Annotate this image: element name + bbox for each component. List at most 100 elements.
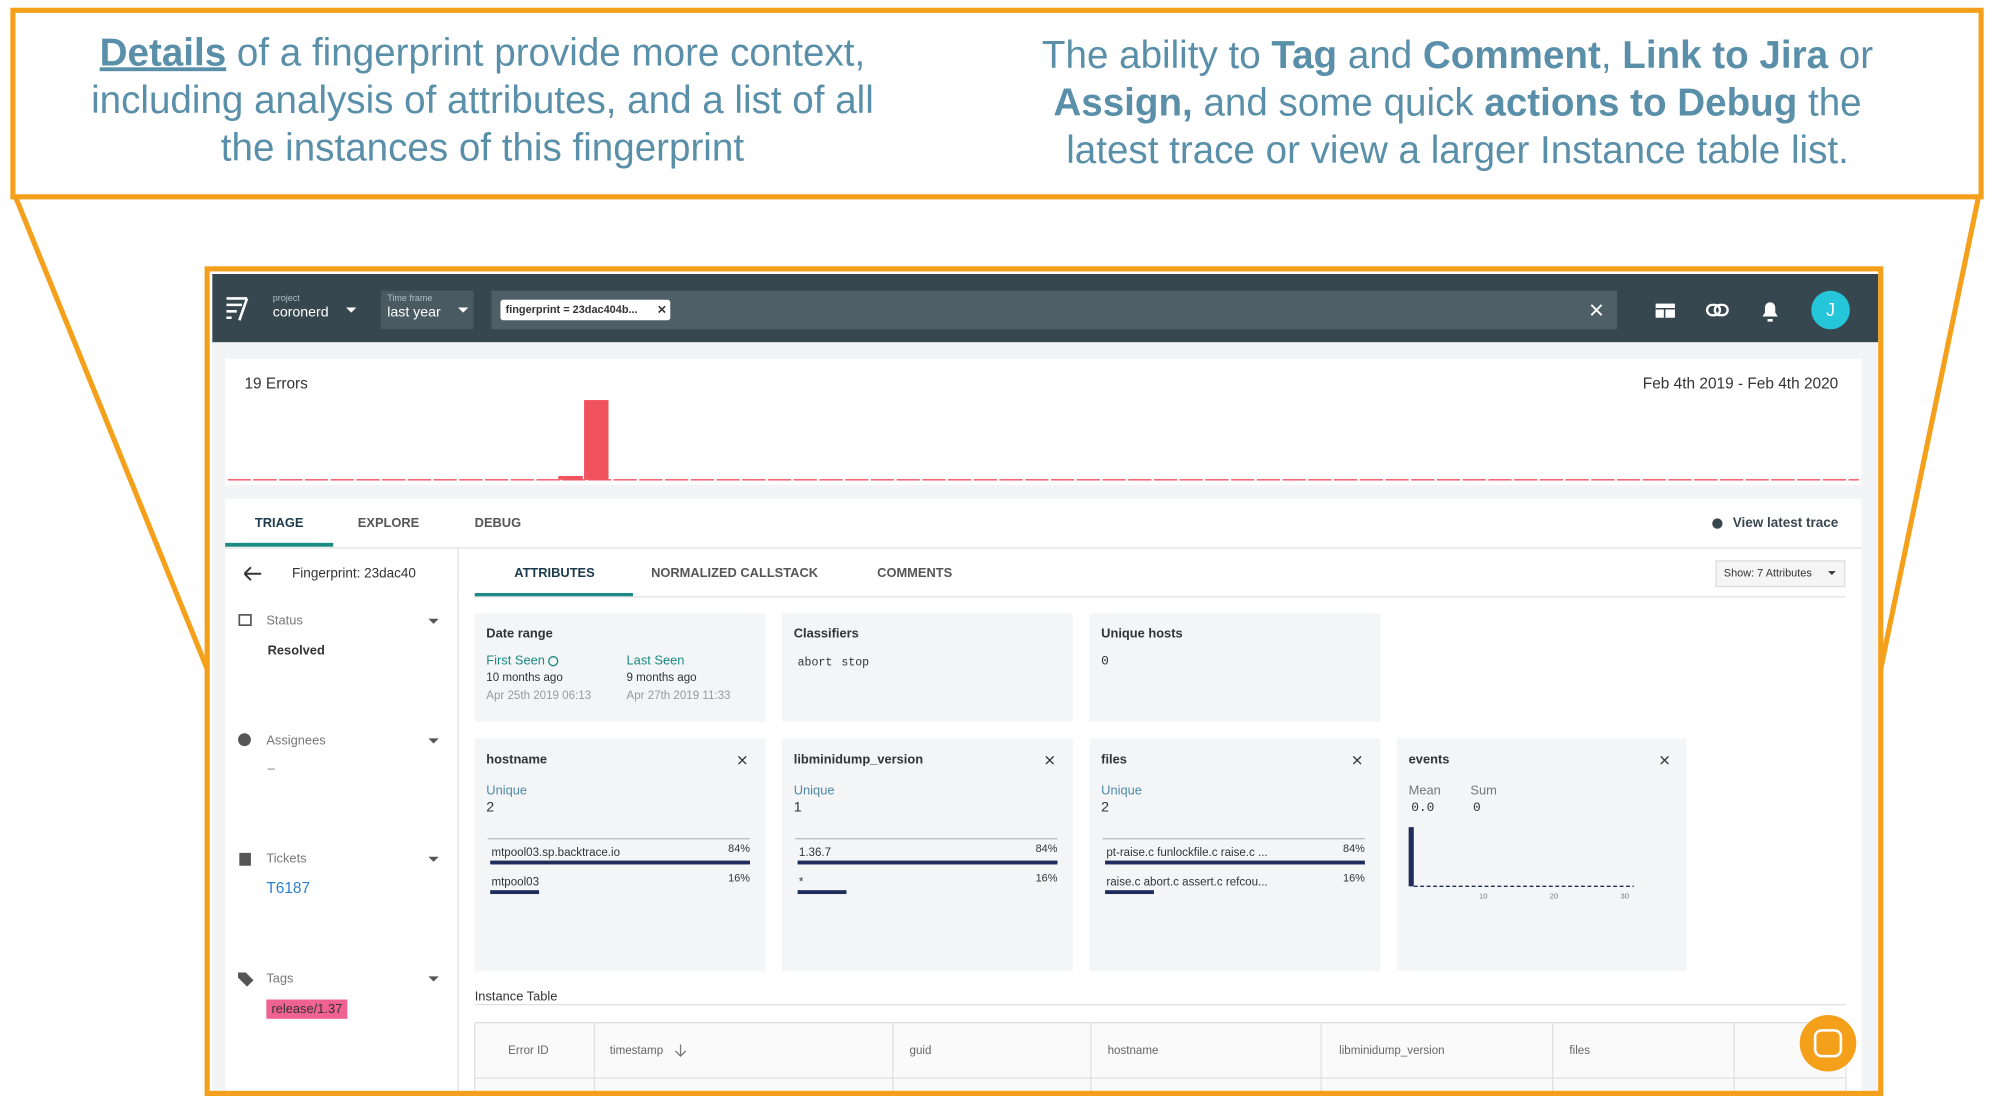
card xyxy=(782,613,1073,722)
card-title: hostname xyxy=(486,752,547,767)
chip-close[interactable] xyxy=(658,305,666,314)
callout-line xyxy=(1878,196,1982,670)
ticket-link[interactable]: T6187 xyxy=(266,880,310,897)
card-title: files xyxy=(1101,752,1127,767)
status-caret[interactable] xyxy=(428,618,439,624)
status-icon xyxy=(238,614,252,627)
value-bar xyxy=(1105,860,1365,865)
icon-shape xyxy=(1713,303,1729,317)
annotation-text: , xyxy=(1601,34,1622,77)
tags-caret[interactable] xyxy=(428,976,439,982)
tabs: TRIAGE EXPLORE DEBUG xyxy=(255,515,521,530)
card-title: libminidump_version xyxy=(794,752,923,767)
annotation-emphasis: Comment xyxy=(1423,34,1601,77)
annotation-emphasis: actions to Debug xyxy=(1484,82,1797,125)
callout-line xyxy=(13,195,210,670)
value-name: * xyxy=(799,877,804,889)
column-header[interactable]: guid xyxy=(910,1045,932,1057)
filter-input[interactable] xyxy=(491,290,1618,330)
last-seen-relative: 9 months ago xyxy=(627,672,697,684)
tab[interactable]: EXPLORE xyxy=(358,515,420,530)
timeframe-select[interactable] xyxy=(380,290,474,330)
back-arrow[interactable] xyxy=(243,566,262,581)
annotation-line: Details of a fingerprint provide more co… xyxy=(100,32,866,75)
card-close[interactable] xyxy=(1660,755,1669,765)
show-select-text: Show: 7 Attributes xyxy=(1724,568,1813,580)
icon-shape xyxy=(1705,303,1722,317)
card-close[interactable] xyxy=(737,755,747,765)
classifier: abort xyxy=(798,657,833,670)
column-header[interactable]: files xyxy=(1569,1045,1590,1057)
card xyxy=(1397,738,1687,972)
subtabs: ATTRIBUTES NORMALIZED CALLSTACK COMMENTS xyxy=(514,565,952,580)
caret[interactable] xyxy=(346,307,357,313)
project-label: project xyxy=(273,293,301,303)
caret xyxy=(1827,571,1836,576)
column-header[interactable]: timestamp xyxy=(610,1045,663,1057)
logo[interactable] xyxy=(225,297,249,321)
tab[interactable]: TRIAGE xyxy=(255,515,304,530)
show-select[interactable] xyxy=(1715,560,1846,588)
subtab[interactable]: ATTRIBUTES xyxy=(514,565,595,580)
value-bar xyxy=(490,890,540,895)
timeframe-value: last year xyxy=(387,303,441,319)
status-value: Resolved xyxy=(268,642,325,657)
value-percent: 16% xyxy=(1343,872,1365,884)
annotation-text: The ability to xyxy=(1042,34,1271,77)
events-tick: 20 xyxy=(1550,892,1559,901)
bug-icon[interactable] xyxy=(1712,518,1723,529)
events-bar xyxy=(1408,827,1414,887)
card xyxy=(1089,738,1381,972)
annotation-line: including analysis of attributes, and a … xyxy=(91,79,874,122)
annotation-text: and xyxy=(1337,34,1423,77)
assignees-label: Assignees xyxy=(266,732,325,747)
classifier: stop xyxy=(841,657,869,670)
card-close[interactable] xyxy=(1352,755,1362,765)
link-icon[interactable] xyxy=(1705,303,1729,317)
card xyxy=(474,613,766,722)
chat-icon xyxy=(1813,1029,1843,1058)
logo-mark xyxy=(226,297,249,321)
value-percent: 84% xyxy=(1036,843,1058,855)
unique-value: 2 xyxy=(486,799,494,815)
tags-icon xyxy=(238,972,254,987)
annotation-box xyxy=(10,7,1984,200)
tickets-label: Tickets xyxy=(266,851,306,866)
bell-icon[interactable] xyxy=(1762,302,1778,322)
tags-label: Tags xyxy=(266,970,293,985)
tickets-caret[interactable] xyxy=(428,856,439,862)
annotation-text: or xyxy=(1828,34,1873,77)
column-header[interactable]: hostname xyxy=(1108,1045,1159,1057)
value-percent: 84% xyxy=(728,843,750,855)
subtab[interactable]: NORMALIZED CALLSTACK xyxy=(651,565,819,580)
annotation-emphasis: Link to Jira xyxy=(1622,34,1828,77)
avatar[interactable] xyxy=(1811,290,1850,330)
tab[interactable]: DEBUG xyxy=(475,515,521,530)
project-name[interactable]: coronerd xyxy=(273,303,329,319)
active-subtab-indicator xyxy=(474,593,633,597)
assignees-caret[interactable] xyxy=(428,738,439,744)
annotation-text: and some quick xyxy=(1193,82,1485,125)
card-close[interactable] xyxy=(1045,755,1055,765)
card xyxy=(1089,613,1381,722)
instance-table-title: Instance Table xyxy=(475,988,558,1003)
view-latest-trace[interactable]: View latest trace xyxy=(1733,515,1839,530)
filter-chip[interactable] xyxy=(500,299,671,321)
sum-label: Sum xyxy=(1470,783,1496,798)
column-header[interactable]: Error ID xyxy=(508,1045,548,1057)
annotation-emphasis: Details xyxy=(100,32,227,75)
first-seen-date: Apr 25th 2019 06:13 xyxy=(486,690,591,702)
card-title: Date range xyxy=(486,626,552,641)
sort-arrow[interactable] xyxy=(674,1044,687,1058)
chat-button[interactable] xyxy=(1799,1014,1857,1072)
layout-icon[interactable] xyxy=(1655,303,1675,318)
column-header[interactable]: libminidump_version xyxy=(1339,1045,1444,1057)
annotation-text: the xyxy=(1797,82,1861,125)
subtab[interactable]: COMMENTS xyxy=(877,565,952,580)
clear-filter[interactable] xyxy=(1590,304,1603,316)
tag-chip[interactable] xyxy=(266,999,348,1019)
unique-value: 2 xyxy=(1101,799,1109,815)
table-header: Error ID timestamp guid hostname libminidump… xyxy=(508,1022,1735,1094)
events-tick: 10 xyxy=(1479,892,1488,901)
last-seen-label: Last Seen xyxy=(627,653,685,668)
